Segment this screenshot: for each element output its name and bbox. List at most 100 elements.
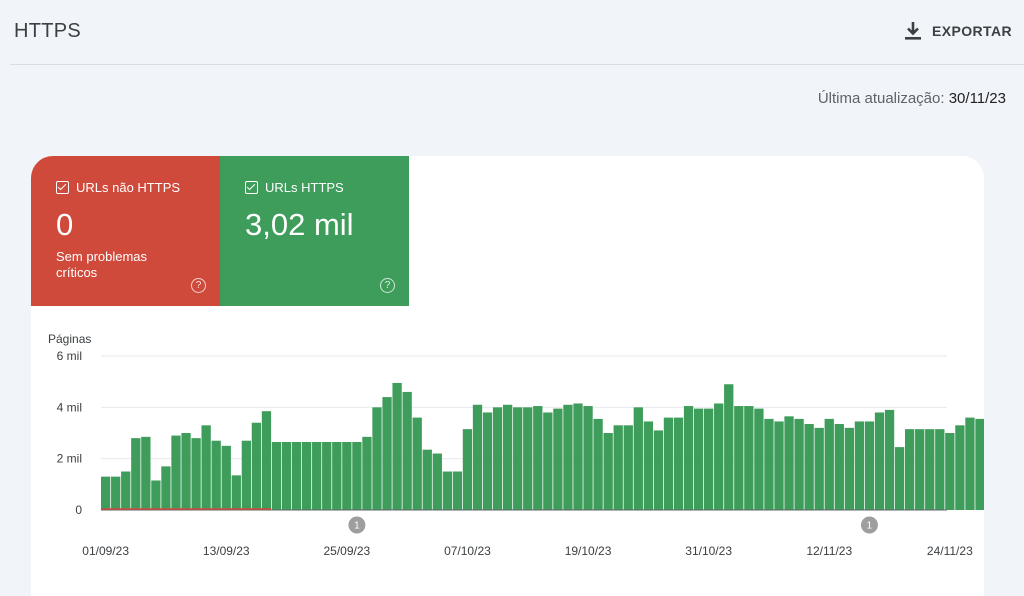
chart-bar xyxy=(101,476,111,510)
chart-bar xyxy=(663,417,674,510)
chart-bar xyxy=(432,453,442,510)
chart-bar xyxy=(573,403,583,510)
x-tick-label: 31/10/23 xyxy=(685,544,732,558)
chart-bar xyxy=(804,424,814,510)
chart-bar xyxy=(141,436,151,510)
chart-bar xyxy=(965,417,975,510)
chart-bar xyxy=(884,409,895,510)
chart-bar xyxy=(874,412,885,510)
chart-bar xyxy=(482,412,493,510)
chart-bar xyxy=(462,429,473,510)
chart-bar xyxy=(452,471,463,510)
chart-bar xyxy=(673,417,684,510)
chart-bar xyxy=(593,418,603,510)
chart-bar xyxy=(844,427,854,510)
x-tick-label: 25/09/23 xyxy=(323,544,370,558)
last-update-date: 30/11/23 xyxy=(948,90,1006,107)
tile-label: URLs não HTTPS xyxy=(76,180,181,195)
chart-bar xyxy=(784,416,794,510)
chart-bar xyxy=(302,441,312,510)
export-button[interactable]: EXPORTAR xyxy=(904,18,1012,44)
chart-bar xyxy=(312,441,322,510)
tile-subtitle: Sem problemas críticos xyxy=(56,249,220,281)
chart-bar xyxy=(563,404,573,510)
chart-bar xyxy=(241,440,251,510)
chart-bar xyxy=(121,471,131,510)
chart-bar xyxy=(191,438,201,510)
chart-bar xyxy=(744,406,754,510)
checkbox-checked-icon[interactable] xyxy=(245,181,258,194)
checkbox-checked-icon[interactable] xyxy=(56,181,69,194)
x-tick-label: 07/10/23 xyxy=(444,544,491,558)
y-tick-label: 6 mil xyxy=(57,349,82,363)
x-tick-label: 13/09/23 xyxy=(203,544,250,558)
help-icon[interactable]: ? xyxy=(380,278,395,293)
last-update-label: Última atualização: xyxy=(817,90,945,107)
chart-bar xyxy=(653,430,664,510)
chart-bar xyxy=(603,433,613,510)
tile-value: 3,02 mil xyxy=(245,207,354,242)
tile-non-https[interactable]: URLs não HTTPS 0 Sem problemas críticos … xyxy=(31,156,220,306)
x-tick-label: 12/11/23 xyxy=(806,544,852,558)
chart-bar xyxy=(472,404,483,510)
chart-bar xyxy=(332,441,342,510)
page-title: HTTPS xyxy=(14,20,82,42)
chart-bar xyxy=(382,397,392,510)
chart-bar xyxy=(935,429,945,510)
chart-bar xyxy=(553,408,563,510)
chart-bar xyxy=(724,384,734,510)
annotation-label: 1 xyxy=(354,521,360,532)
chart-bar xyxy=(774,421,784,510)
tile-value: 0 xyxy=(56,207,74,242)
chart-bar xyxy=(704,408,714,510)
annotation-marker[interactable]: 1 xyxy=(348,516,366,534)
chart-bar xyxy=(824,418,834,510)
chart-bar xyxy=(613,425,623,510)
x-tick-label: 24/11/23 xyxy=(927,544,973,558)
y-tick-label: 0 xyxy=(75,503,82,517)
tile-subtitle-line: críticos xyxy=(56,265,98,280)
chart-bar xyxy=(925,429,935,510)
x-tick-label: 19/10/23 xyxy=(565,544,612,558)
chart-bar xyxy=(171,435,181,510)
chart-bar xyxy=(342,441,352,510)
chart-bar xyxy=(714,403,724,510)
chart-bar xyxy=(392,382,402,510)
chart-bar xyxy=(513,407,523,510)
chart-bar xyxy=(955,425,965,510)
chart-bar xyxy=(372,407,382,510)
chart-bar xyxy=(492,407,503,510)
chart-bar xyxy=(111,476,121,510)
chart-bar xyxy=(854,421,865,510)
help-icon[interactable]: ? xyxy=(191,278,206,293)
chart-bar xyxy=(764,418,774,510)
chart-bar xyxy=(623,425,633,510)
chart-bar xyxy=(402,391,412,510)
last-update: Última atualização: 30/11/23 xyxy=(818,90,1006,107)
annotation-marker[interactable]: 1 xyxy=(860,516,878,534)
x-tick-label: 01/09/23 xyxy=(82,544,129,558)
chart-bar xyxy=(583,406,593,510)
chart-bar xyxy=(322,441,332,510)
chart-bar xyxy=(221,445,231,510)
chart-bar xyxy=(683,406,694,510)
chart-bar xyxy=(211,440,221,510)
chart-bar xyxy=(503,404,513,510)
header-divider xyxy=(10,64,1024,65)
chart-bar xyxy=(693,408,704,510)
y-axis-label: Páginas xyxy=(48,332,91,346)
chart-bar xyxy=(945,433,955,510)
download-icon xyxy=(904,21,922,41)
tile-https[interactable]: URLs HTTPS 3,02 mil ? xyxy=(220,156,409,306)
chart-bar xyxy=(794,418,804,510)
chart-bar xyxy=(905,429,915,510)
chart-bar xyxy=(151,480,161,510)
tile-subtitle-line: Sem problemas xyxy=(56,249,148,264)
chart-bar xyxy=(362,436,372,510)
chart-bar xyxy=(231,475,241,510)
chart-bar xyxy=(261,411,272,510)
chart-bar xyxy=(422,449,432,510)
pages-bar-chart: Páginas 0 2 mil 4 mil 6 mil 1 1 01/09/23 13/09/2… xyxy=(48,332,984,558)
chart-bar xyxy=(523,407,533,510)
chart-bar xyxy=(181,433,191,510)
